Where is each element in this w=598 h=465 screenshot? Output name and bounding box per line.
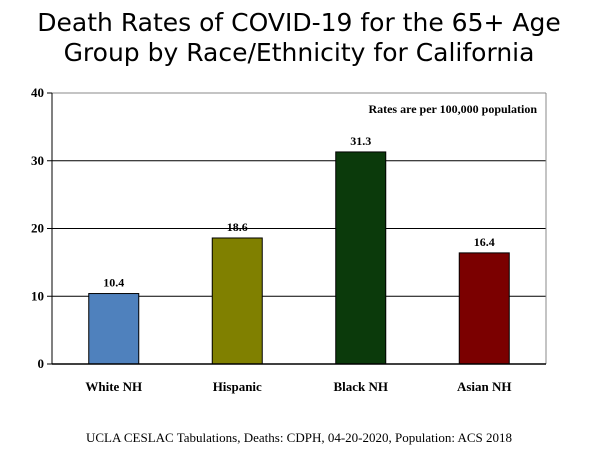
x-category-label: Black NH [333, 379, 388, 394]
x-category-label: White NH [85, 379, 142, 394]
y-tick-label: 30 [31, 153, 44, 168]
bar-value-label: 31.3 [350, 134, 371, 148]
axes [47, 92, 547, 365]
bar-white-nh [88, 293, 140, 365]
chart-title-line-2: Group by Race/Ethnicity for California [63, 38, 535, 67]
bar-black-nh [335, 151, 387, 365]
bar-asian-nh [458, 252, 510, 365]
y-tick-label: 10 [31, 288, 44, 303]
bar-hispanic [211, 237, 263, 365]
rate-annotation: Rates are per 100,000 population [368, 102, 537, 116]
bar-value-label: 16.4 [474, 235, 495, 249]
bar-value-label: 18.6 [227, 220, 248, 234]
y-tick-label: 0 [38, 356, 45, 371]
source-note: UCLA CESLAC Tabulations, Deaths: CDPH, 0… [85, 430, 513, 445]
bars [88, 151, 510, 365]
y-tick-label: 20 [31, 221, 44, 236]
labels: 0 10 20 30 40 10.4 White NH 18.6 Hispanic 31.3 Bla… [31, 85, 537, 394]
x-category-label: Asian NH [457, 379, 512, 394]
bar-value-label: 10.4 [103, 276, 124, 290]
x-category-label: Hispanic [213, 379, 262, 394]
chart-title-line-1: Death Rates of COVID-19 for the 65+ Age [37, 8, 561, 37]
y-tick-label: 40 [31, 85, 44, 100]
